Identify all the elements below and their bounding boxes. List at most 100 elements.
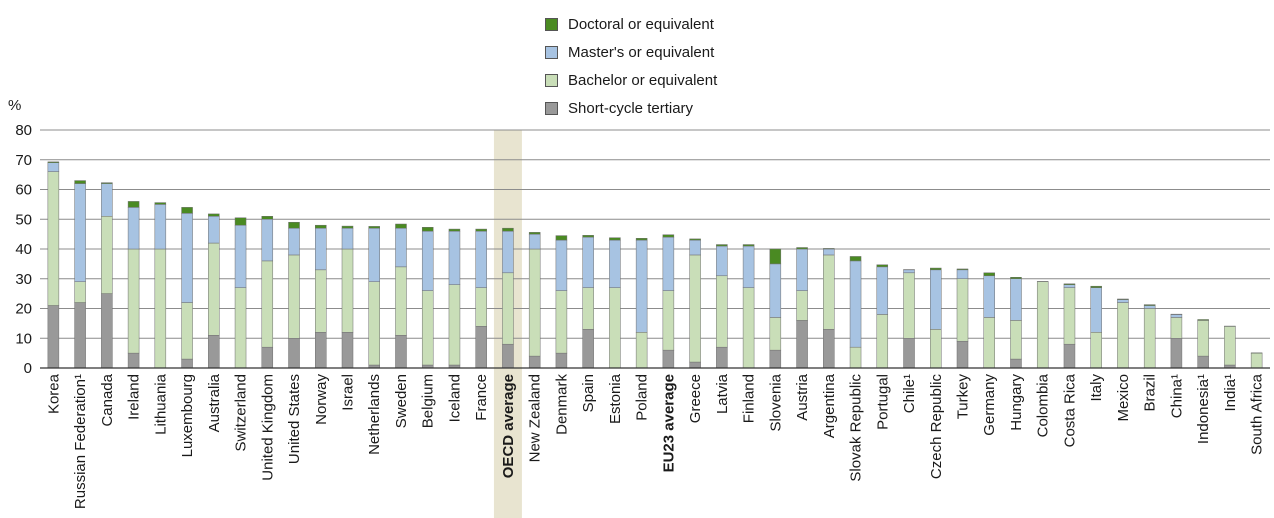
bar-segment-8-3 (261, 216, 274, 220)
bar-segment-3-1 (127, 248, 140, 354)
bar-segment-30-3 (849, 256, 862, 262)
y-tick-label-0: 0 (24, 360, 32, 377)
y-tick-label-20: 20 (15, 301, 32, 318)
x-tick-label-36: Hungary (1008, 374, 1025, 431)
x-tick-label-23: EU23 average (660, 374, 677, 472)
bar-segment-5-1 (181, 302, 193, 360)
bar-segment-5-0 (181, 358, 193, 369)
bar-segment-21-1 (609, 287, 621, 369)
bar-segment-40-1 (1117, 302, 1129, 369)
legend: Doctoral or equivalent Master's or equiv… (545, 10, 717, 122)
bar-segment-18-2 (528, 233, 541, 250)
bar-segment-5-2 (181, 213, 193, 303)
bar-segment-44-1 (1224, 326, 1236, 366)
bar-segment-7-3 (234, 217, 247, 226)
bar-segment-11-1 (341, 248, 354, 333)
bar-segment-41-1 (1143, 308, 1156, 369)
bar-segment-3-2 (127, 207, 140, 250)
bar-segment-7-1 (234, 287, 247, 369)
x-tick-label-28: Austria (794, 373, 811, 420)
bar-segment-18-3 (528, 232, 541, 235)
legend-label-short-cycle: Short-cycle tertiary (568, 99, 694, 117)
bar-segment-15-1 (448, 284, 461, 366)
bar-segment-4-2 (154, 204, 167, 250)
bar-segment-23-2 (662, 236, 675, 291)
x-tick-label-44: India¹ (1222, 374, 1239, 412)
bar-segment-24-0 (689, 361, 701, 369)
bar-segment-40-2 (1117, 299, 1129, 303)
bar-segment-36-3 (1010, 277, 1022, 280)
bar-segment-23-3 (662, 234, 675, 238)
bar-segment-33-2 (930, 269, 942, 330)
bar-segment-11-0 (341, 332, 354, 369)
bar-segment-8-2 (261, 219, 274, 262)
legend-label-masters: Master's or equivalent (568, 43, 715, 61)
y-tick-label-60: 60 (15, 182, 32, 199)
bar-segment-43-1 (1197, 320, 1209, 357)
bar-segment-30-2 (849, 260, 862, 348)
bar-segment-0-2 (47, 162, 60, 172)
bar-segment-14-1 (421, 290, 434, 366)
x-tick-label-15: Iceland (446, 374, 463, 422)
x-tick-label-32: Chile¹ (901, 374, 918, 413)
bar-segment-31-2 (876, 266, 889, 315)
x-tick-label-38: Costa Rica (1061, 373, 1078, 447)
y-tick-label-80: 80 (15, 122, 32, 139)
x-tick-label-27: Slovenia (767, 373, 784, 431)
x-tick-label-6: Australia (206, 373, 223, 432)
bar-segment-16-0 (475, 326, 487, 369)
y-tick-label-10: 10 (15, 330, 32, 347)
bar-segment-36-0 (1010, 358, 1022, 369)
bar-segment-36-2 (1010, 278, 1022, 321)
bar-segment-24-2 (689, 239, 701, 256)
bar-segment-35-3 (983, 272, 995, 277)
bar-segment-27-1 (769, 317, 782, 351)
bar-segment-13-3 (395, 223, 407, 229)
x-tick-label-10: Norway (313, 374, 330, 425)
x-tick-label-12: Netherlands (366, 374, 383, 455)
bar-segment-0-1 (47, 171, 60, 306)
bar-segment-34-0 (956, 340, 969, 369)
x-tick-label-34: Turkey (955, 374, 972, 420)
x-tick-label-22: Poland (634, 374, 651, 421)
bar-segment-29-0 (823, 329, 835, 369)
bar-segment-29-3 (823, 248, 835, 250)
bar-segment-29-1 (823, 254, 835, 330)
x-tick-label-43: Indonesia¹ (1195, 374, 1212, 444)
bar-segment-13-2 (395, 227, 407, 268)
bar-segment-31-1 (876, 314, 889, 369)
bar-segment-6-0 (208, 335, 220, 369)
bar-segment-20-0 (582, 329, 594, 369)
bar-segment-8-0 (261, 346, 274, 369)
bar-segment-42-2 (1170, 314, 1183, 318)
bar-segment-10-0 (315, 332, 327, 369)
bar-segment-4-1 (154, 248, 167, 369)
bar-segment-26-2 (742, 245, 755, 288)
legend-swatch-masters (545, 45, 558, 59)
y-tick-label-70: 70 (15, 152, 32, 169)
x-tick-label-17: OECD average (500, 374, 517, 478)
x-tick-label-1: Russian Federation¹ (72, 374, 89, 509)
legend-item-masters: Master's or equivalent (545, 38, 717, 66)
bar-segment-34-2 (956, 269, 969, 280)
y-tick-label-50: 50 (15, 211, 32, 228)
bar-segment-16-1 (475, 287, 487, 327)
bar-segment-12-3 (368, 226, 380, 229)
y-tick-label-40: 40 (15, 241, 32, 258)
x-tick-label-21: Estonia (607, 373, 624, 424)
bar-segment-31-3 (876, 264, 889, 268)
bar-segment-33-3 (930, 267, 942, 271)
bar-segment-11-3 (341, 225, 354, 229)
bar-segment-0-3 (47, 161, 60, 163)
bar-segment-23-0 (662, 349, 675, 369)
legend-swatch-bachelor (545, 73, 558, 87)
x-tick-label-24: Greece (687, 374, 704, 423)
bar-segment-26-3 (742, 244, 755, 247)
legend-label-bachelor: Bachelor or equivalent (568, 71, 718, 89)
bar-segment-17-0 (502, 343, 514, 369)
bar-segment-4-3 (154, 202, 167, 205)
bar-segment-15-3 (448, 228, 461, 232)
bar-segment-28-3 (796, 247, 808, 250)
bar-segment-10-2 (315, 227, 327, 271)
bar-segment-9-1 (288, 254, 300, 339)
